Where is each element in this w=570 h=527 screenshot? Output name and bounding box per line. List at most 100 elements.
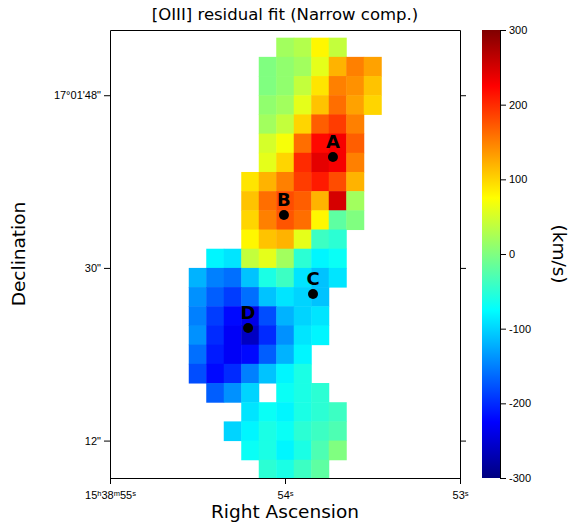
- tick-label: 300: [509, 24, 527, 36]
- heatmap-cell: [294, 441, 312, 461]
- heatmap-cell: [311, 325, 329, 345]
- tick-label: 30": [85, 262, 101, 274]
- heatmap-cell: [329, 95, 347, 115]
- heatmap-cell: [259, 306, 277, 326]
- heatmap-cell: [294, 421, 312, 441]
- tick-mark: [285, 478, 286, 484]
- tick-mark: [460, 268, 466, 269]
- tick-label: 17°01'48": [54, 89, 101, 101]
- heatmap-cell: [241, 230, 259, 250]
- heatmap-cell: [276, 95, 294, 115]
- heatmap-cell: [294, 191, 312, 211]
- heatmap-cell: [294, 345, 312, 365]
- heatmap-cell: [294, 230, 312, 250]
- tick-mark: [500, 30, 506, 31]
- tick-mark: [500, 329, 506, 330]
- heatmap-cell: [276, 114, 294, 134]
- tick-mark: [460, 95, 466, 96]
- heatmap-cell: [241, 172, 259, 192]
- annotation-dot: [243, 323, 253, 333]
- heatmap-cell: [329, 230, 347, 250]
- tick: 12": [85, 435, 110, 447]
- tick-label: 15ʰ38ᵐ55ˢ: [85, 489, 136, 501]
- tick-mark: [104, 268, 110, 269]
- heatmap-cell: [346, 57, 364, 77]
- heatmap-cell: [259, 134, 277, 154]
- heatmap-cell: [276, 76, 294, 96]
- heatmap-cell: [276, 38, 294, 58]
- heatmap-cell: [206, 345, 224, 365]
- tick: [460, 268, 466, 269]
- heatmap-cell: [311, 95, 329, 115]
- heatmap-cell: [259, 114, 277, 134]
- heatmap-cell: [311, 402, 329, 422]
- heatmap-cell: [224, 306, 242, 326]
- heatmap-cell: [206, 306, 224, 326]
- chart: ABCD15ʰ38ᵐ55ˢ54ˢ53ˢ17°01'48"30"12"[OIII]…: [0, 0, 570, 527]
- heatmap-cell: [294, 325, 312, 345]
- heatmap-cell: [329, 76, 347, 96]
- heatmap-cell: [276, 268, 294, 288]
- tick-label: -300: [509, 472, 531, 484]
- heatmap-cell: [329, 402, 347, 422]
- heatmap-cell: [311, 76, 329, 96]
- heatmap-cell: [259, 191, 277, 211]
- heatmap-cell: [329, 421, 347, 441]
- annotation-labels: ABCD: [241, 131, 340, 323]
- tick-label: -200: [509, 397, 531, 409]
- annotation-dot: [328, 152, 338, 162]
- heatmap-cell: [276, 421, 294, 441]
- colorbar-title: (km/s): [549, 224, 570, 283]
- tick: -100: [500, 323, 531, 335]
- heatmap-cell: [224, 287, 242, 307]
- heatmap-cell: [241, 191, 259, 211]
- heatmap-cell: [276, 383, 294, 403]
- tick: 100: [500, 173, 527, 185]
- title: [OIII] residual fit (Narrow comp.): [152, 5, 418, 24]
- annotation-label: D: [241, 302, 256, 323]
- colorbar-axis: -300-200-1000100200300: [500, 24, 531, 484]
- heatmap-cell: [259, 287, 277, 307]
- heatmap-cell: [311, 38, 329, 58]
- heatmap-cell: [206, 249, 224, 269]
- heatmap-cell: [311, 441, 329, 461]
- heatmap-cell: [224, 364, 242, 384]
- heatmap-cell: [189, 268, 207, 288]
- x-axis-title: Right Ascension: [211, 501, 359, 522]
- heatmap-cell: [311, 57, 329, 77]
- heatmap-cell: [294, 460, 312, 478]
- tick-label: 100: [509, 173, 527, 185]
- heatmap-cell: [259, 172, 277, 192]
- heatmap-cell: [276, 210, 294, 230]
- heatmap-cell: [241, 345, 259, 365]
- tick-label: 54ˢ: [278, 489, 294, 501]
- heatmap-cell: [294, 95, 312, 115]
- heatmap-cell: [259, 57, 277, 77]
- axis-line: [111, 30, 461, 31]
- tick: [460, 95, 466, 96]
- tick: 0: [500, 248, 515, 260]
- heatmap-cell: [311, 460, 329, 478]
- heatmap-cell: [311, 249, 329, 269]
- annotation-dot: [308, 289, 318, 299]
- heatmap-cell: [294, 306, 312, 326]
- tick-mark: [104, 95, 110, 96]
- heatmap-cells: [189, 38, 382, 478]
- heatmap-cell: [224, 249, 242, 269]
- heatmap-cell: [294, 383, 312, 403]
- heatmap-cell: [224, 268, 242, 288]
- heatmap-cell: [206, 325, 224, 345]
- heatmap-cell: [329, 210, 347, 230]
- heatmap-cell: [294, 134, 312, 154]
- heatmap-cell: [294, 76, 312, 96]
- tick-mark: [500, 254, 506, 255]
- y-axis: 17°01'48" 30" 12": [54, 31, 111, 479]
- heatmap-cell: [189, 287, 207, 307]
- heatmap-cell: [189, 364, 207, 384]
- heatmap-cell: [329, 249, 347, 269]
- heatmap-cell: [189, 325, 207, 345]
- heatmap-cell: [276, 460, 294, 478]
- heatmap-cell: [241, 210, 259, 230]
- tick-mark: [500, 403, 506, 404]
- tick: 54ˢ: [278, 478, 294, 501]
